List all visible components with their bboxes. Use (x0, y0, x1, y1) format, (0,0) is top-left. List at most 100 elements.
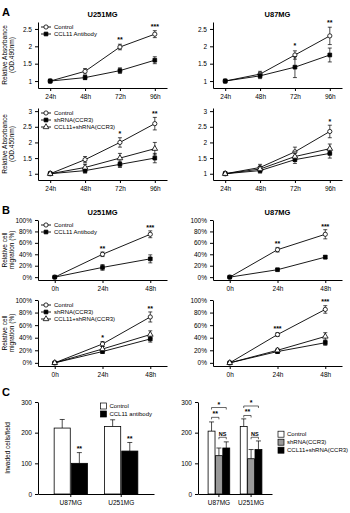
y-tick-label: 20% (19, 262, 32, 269)
legend-label: CCL11+shRNA(CCR3) (287, 447, 348, 453)
y-tick: 100% (15, 217, 38, 224)
series (228, 230, 328, 280)
series (48, 117, 157, 175)
x-tick-label: 96h (150, 185, 161, 192)
x-tick-label: 48h (255, 185, 266, 192)
y-tick-label: 0 (188, 491, 192, 498)
error-bar (241, 419, 246, 427)
legend-label: CCL11+shRNA(CCR3) (54, 316, 115, 322)
error-bar (258, 73, 262, 79)
x-tick: U87MG (208, 494, 230, 506)
x-axis-line (214, 88, 343, 89)
y-axis-line (213, 23, 214, 89)
bar (248, 459, 255, 494)
data-point (153, 122, 157, 126)
error-bar (323, 333, 327, 341)
x-tick-mark (85, 88, 86, 91)
bar (208, 431, 215, 494)
error-bar (328, 27, 332, 44)
plot-marks (47, 117, 157, 175)
y-tick-label: 0% (23, 359, 33, 366)
legend-entry: CCL11 antibody (100, 411, 152, 417)
y-axis: 11.522.53 (23, 108, 39, 181)
error-bar (77, 453, 82, 464)
significance-label: * (119, 130, 122, 137)
legend-symbol (44, 118, 48, 122)
y-tick-label: 1 (203, 78, 207, 85)
y-axis-line (38, 23, 39, 89)
y-tick-mark (35, 325, 38, 326)
series (228, 306, 328, 365)
data-point (47, 170, 53, 175)
y-tick-mark (35, 338, 38, 339)
y-tick-label: 0 (28, 491, 32, 498)
series (54, 419, 121, 494)
y-tick: 300 (21, 399, 38, 406)
data-point (148, 315, 152, 319)
error-bar (258, 167, 262, 172)
significance-label: ** (127, 435, 133, 442)
legend-label: Control (54, 222, 73, 228)
error-bar (118, 138, 122, 147)
chart: 11.522.524h48h72h96h***U87MG (198, 10, 343, 100)
y-axis-line (213, 221, 214, 281)
y-axis: 0%20%40%60%80%100% (190, 217, 213, 281)
significance-label: ** (77, 445, 83, 452)
legend-entry: Control (41, 302, 73, 308)
legend-entry: Control (278, 431, 306, 437)
error-bar (127, 442, 132, 451)
significance-label: ** (213, 410, 219, 417)
data-point (48, 79, 52, 83)
y-tick-mark (210, 46, 213, 47)
x-tick-label: 24h (98, 371, 109, 378)
error-bar (328, 144, 332, 153)
y-tick-label: 100 (21, 460, 32, 467)
y-tick: 3 (203, 108, 213, 115)
error-bar (48, 79, 52, 82)
data-point (101, 266, 105, 270)
y-tick: 1.5 (198, 155, 213, 162)
x-tick: 24h (98, 366, 109, 378)
chart: 0%20%40%60%80%100%0h24h48hRelative cellm… (1, 208, 168, 292)
legend: ControlshRNA(CCR3)CCL11+shRNA(CCR3) (41, 302, 115, 322)
plot-marks (228, 230, 328, 280)
x-axis-line (199, 494, 273, 495)
series-line (55, 317, 151, 363)
error-bar (223, 79, 227, 82)
x-tick-label: 24h (45, 93, 56, 100)
x-tick: 48h (80, 88, 91, 100)
y-tick-label: 100% (190, 217, 207, 224)
legend: ControlshRNA(CCR3)CCL11+shRNA(CCR3) (41, 110, 115, 130)
x-tick-label: 96h (325, 93, 336, 100)
x-tick-label: 48h (255, 93, 266, 100)
x-tick-mark (278, 280, 279, 283)
y-tick: 100% (190, 297, 213, 304)
x-tick-mark (325, 366, 326, 369)
y-tick: 0% (198, 359, 213, 366)
y-tick-label: 2.5 (23, 123, 32, 130)
significance-label: * (294, 42, 297, 49)
data-point (152, 145, 158, 150)
y-tick: 80% (19, 228, 38, 235)
error-bar (293, 57, 297, 78)
x-tick: 96h (325, 88, 336, 100)
legend-label: Control (109, 403, 128, 409)
x-axis: 24h48h72h96h (39, 180, 168, 192)
y-tick: 200 (21, 429, 38, 436)
data-point (83, 158, 87, 162)
y-axis-line (213, 109, 214, 181)
x-tick-mark (330, 180, 331, 183)
legend-label: Control (54, 110, 73, 116)
x-tick-mark (295, 88, 296, 91)
legend-entry: shRNA(CCR3) (41, 309, 93, 315)
x-tick: 24h (220, 180, 231, 192)
legend-label: CCL11 Antibody (54, 31, 97, 37)
x-tick: 24h (45, 88, 56, 100)
x-tick-mark (120, 88, 121, 91)
y-tick: 1.5 (23, 155, 38, 162)
series-line (50, 124, 155, 174)
data-point (227, 360, 233, 365)
error-bar (328, 125, 332, 138)
chart-title: U87MG (265, 10, 291, 19)
error-bar (323, 255, 327, 258)
